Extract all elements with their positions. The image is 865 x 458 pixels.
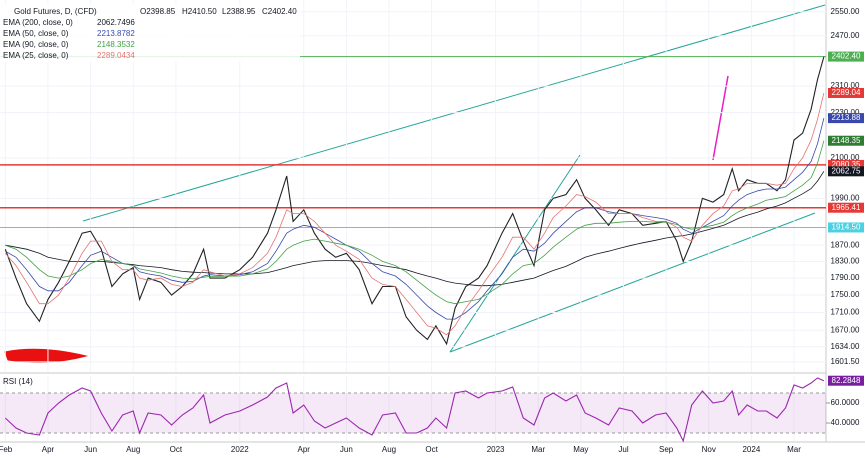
y-tick-label: 2100.00: [831, 153, 860, 162]
y-tick-label: 1670.00: [831, 325, 860, 334]
y-tick-label: 1601.50: [831, 357, 860, 366]
x-tick-label: Nov: [702, 445, 716, 454]
y-tick-label: 1634.00: [831, 342, 860, 351]
x-tick-label: Feb: [0, 445, 13, 454]
price-marker: [828, 135, 864, 146]
price-marker: [828, 113, 864, 124]
x-tick-label: Apr: [42, 445, 55, 454]
y-tick-label: 1750.00: [831, 290, 860, 299]
rsi-title: RSI (14): [3, 377, 33, 386]
ohlc-open: O2398.85: [140, 7, 176, 16]
price-marker-label: 2148.35: [832, 136, 861, 145]
ohlc-close: C2402.40: [262, 7, 297, 16]
x-tick-label: Oct: [425, 445, 438, 454]
price-marker: [828, 166, 864, 177]
legend-value: 2148.3532: [97, 40, 135, 49]
rsi-tick-label: 60.0000: [831, 398, 860, 407]
rsi-last-marker: [828, 375, 864, 386]
y-tick-label: 2470.00: [831, 31, 860, 40]
legend-entry: EMA (50, close, 0): [3, 29, 69, 38]
price-marker-label: 2402.40: [832, 52, 861, 61]
trend-line: [449, 212, 816, 353]
x-tick-label: Aug: [126, 445, 140, 454]
legend-value: 2289.0434: [97, 51, 135, 60]
y-tick-label: 1790.00: [831, 273, 860, 282]
ohlc-high: H2410.50: [182, 7, 217, 16]
y-tick-label: 1830.00: [831, 257, 860, 266]
y-tick-label: 1710.00: [831, 308, 860, 317]
price-marker-label: 2289.04: [832, 88, 861, 97]
ema-line: [4, 92, 825, 336]
rsi-last-label: 82.2848: [832, 376, 861, 385]
y-tick-label: 1990.00: [831, 193, 860, 202]
x-tick-label: Jun: [84, 445, 97, 454]
legend-entry: EMA (90, close, 0): [3, 40, 69, 49]
x-tick-label: 2024: [742, 445, 760, 454]
price-marker-label: 2062.75: [832, 166, 861, 175]
price-marker-label: 2080.35: [832, 160, 861, 169]
price-marker: [828, 87, 864, 98]
y-tick-label: 2550.00: [831, 7, 860, 16]
chart-title: Gold Futures, D, (CFD): [14, 7, 97, 16]
price-marker-label: 1965.41: [832, 203, 861, 212]
y-tick-label: 2310.00: [831, 81, 860, 90]
x-tick-label: Apr: [298, 445, 311, 454]
price-line: [4, 56, 825, 346]
legend-entry: EMA (200, close, 0): [3, 18, 73, 27]
price-marker-label: 2213.88: [832, 113, 861, 122]
x-tick-label: 2022: [231, 445, 249, 454]
ema-line: [5, 171, 825, 287]
y-tick-label: 2230.00: [831, 108, 860, 117]
price-marker-label: 1914.50: [832, 223, 861, 232]
legend-value: 2062.7496: [97, 18, 135, 27]
legend-background: [0, 4, 300, 62]
trend-line: [449, 154, 581, 353]
y-tick-label: 1870.00: [831, 240, 860, 249]
x-tick-label: Sep: [659, 445, 674, 454]
x-tick-label: Aug: [382, 445, 396, 454]
x-tick-label: Jun: [340, 445, 353, 454]
ema-line: [5, 140, 825, 305]
x-tick-label: Mar: [531, 445, 545, 454]
x-tick-label: Mar: [787, 445, 801, 454]
legend-entry: EMA (25, close, 0): [3, 51, 69, 60]
x-tick-label: 2023: [487, 445, 505, 454]
price-marker: [828, 222, 864, 233]
price-marker: [828, 159, 864, 170]
legend-value: 2213.8782: [97, 29, 135, 38]
x-tick-label: Oct: [170, 445, 183, 454]
rsi-band: [0, 393, 826, 433]
rsi-tick-label: 40.0000: [831, 418, 860, 427]
ohlc-low: L2388.95: [222, 7, 256, 16]
trend-line: [712, 75, 729, 161]
x-tick-label: May: [573, 445, 588, 454]
price-marker: [828, 51, 864, 62]
price-marker: [828, 202, 864, 213]
x-tick-label: Jul: [618, 445, 628, 454]
price-line: [4, 377, 825, 443]
ema-line: [5, 118, 825, 320]
